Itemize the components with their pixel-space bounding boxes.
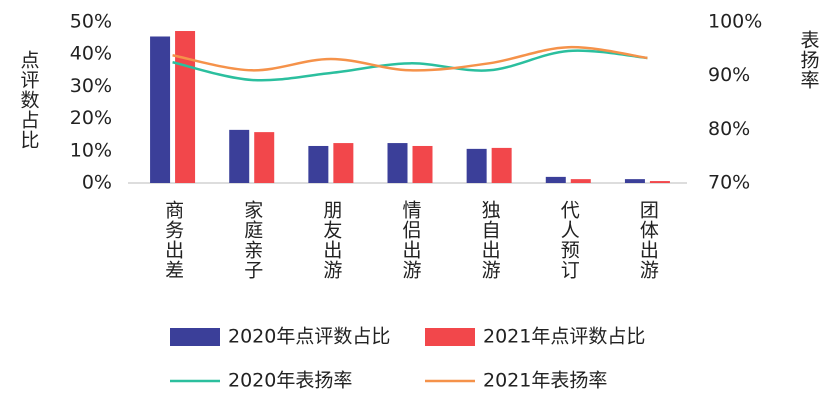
y2-tick-label: 80%	[708, 118, 750, 140]
legend-label: 2020年点评数占比	[228, 326, 390, 348]
legend-swatch	[170, 328, 220, 346]
bar	[387, 143, 408, 183]
x-tick-label: 朋友出游	[320, 200, 342, 280]
x-tick-label: 商务出差	[162, 200, 184, 280]
bar	[570, 179, 591, 183]
bar	[412, 145, 433, 183]
y-tick-label: 20%	[70, 107, 112, 129]
bar	[466, 148, 487, 183]
y-tick-label: 30%	[70, 75, 112, 97]
y-axis-label: 点评数占比	[18, 50, 40, 150]
bar	[150, 36, 171, 183]
y-tick-label: 40%	[70, 43, 112, 65]
y2-tick-label: 70%	[708, 172, 750, 194]
x-tick-label: 团体出游	[637, 200, 659, 280]
bar	[649, 181, 670, 183]
bar	[491, 147, 512, 183]
y2-tick-label: 100%	[708, 11, 762, 33]
y-tick-label: 10%	[70, 139, 112, 161]
bar	[545, 176, 566, 183]
bar	[254, 132, 275, 183]
x-tick-label: 情侣出游	[400, 200, 422, 280]
y-tick-label: 50%	[70, 11, 112, 33]
x-tick-label: 家庭亲子	[241, 200, 263, 280]
bar	[229, 129, 250, 183]
legend-label: 2021年表扬率	[483, 370, 607, 392]
y-tick-label: 0%	[82, 172, 112, 194]
bar	[333, 143, 354, 183]
line-series	[172, 49, 648, 82]
bar	[624, 179, 645, 183]
y2-axis-label: 表扬率	[798, 30, 820, 90]
line-series	[172, 45, 648, 72]
legend-label: 2020年表扬率	[228, 370, 352, 392]
bar	[175, 31, 196, 183]
x-tick-label: 独自出游	[479, 200, 501, 280]
y2-tick-label: 90%	[708, 64, 750, 86]
legend-swatch	[425, 328, 475, 346]
x-tick-label: 代人预订	[558, 200, 580, 280]
bar	[308, 145, 329, 183]
legend-label: 2021年点评数占比	[483, 326, 645, 348]
